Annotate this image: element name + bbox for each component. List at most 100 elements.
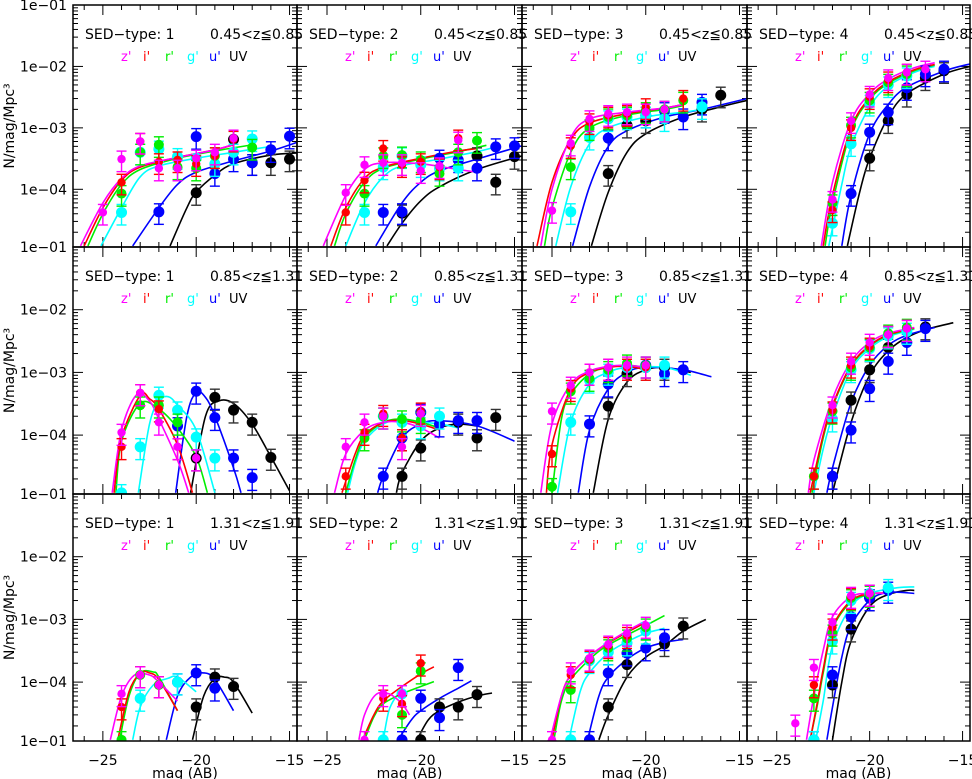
point-z bbox=[585, 368, 594, 377]
point-u bbox=[377, 470, 389, 482]
legend-uv: UV bbox=[678, 292, 697, 307]
band-legend: z' i' r' g' u' UV bbox=[570, 539, 697, 554]
legend-r: r' bbox=[165, 292, 174, 307]
panel-sed-label: SED−type: 2 bbox=[309, 516, 399, 532]
panel-sed3-row2: SED−type: 3 0.85<z≦1.31 z' i' r' g' u' UV bbox=[521, 246, 752, 495]
point-z bbox=[435, 161, 444, 171]
legend-z: z' bbox=[345, 539, 355, 554]
point-u bbox=[246, 472, 258, 484]
point-z bbox=[360, 735, 369, 741]
point-z bbox=[884, 330, 893, 339]
legend-u: u' bbox=[209, 50, 221, 65]
legend-i: i' bbox=[592, 539, 599, 554]
point-r bbox=[247, 142, 258, 153]
x-tick-label: −20 bbox=[631, 753, 661, 769]
panel-sed3-row3: SED−type: 3 1.31<z≦1.91 z' i' r' g' u' UV bbox=[521, 493, 752, 742]
point-u bbox=[602, 132, 614, 144]
data-points bbox=[790, 578, 894, 741]
x-tick-label: −20 bbox=[181, 753, 211, 769]
point-u bbox=[209, 682, 221, 694]
panel-sed1-row3: SED−type: 1 1.31<z≦1.91 z' i' r' g' u' UV bbox=[72, 493, 303, 742]
point-u bbox=[190, 385, 202, 397]
legend-u: u' bbox=[209, 292, 221, 307]
point-z bbox=[117, 689, 126, 699]
panel-sed-label: SED−type: 3 bbox=[534, 27, 624, 43]
band-legend: z' i' r' g' u' UV bbox=[121, 292, 248, 307]
legend-i: i' bbox=[817, 539, 824, 554]
curve-g bbox=[100, 145, 272, 247]
point-u bbox=[228, 452, 240, 464]
panel-sed1-row1: SED−type: 1 0.45<z≦0.85 z' i' r' g' u' UV bbox=[72, 4, 303, 248]
point-g bbox=[172, 676, 184, 688]
point-z bbox=[547, 407, 557, 416]
point-i bbox=[117, 178, 126, 187]
point-z bbox=[192, 154, 201, 163]
data-points bbox=[547, 354, 689, 494]
point-z bbox=[566, 139, 575, 148]
point-z bbox=[379, 412, 388, 421]
y-tick-label: 1e−02 bbox=[20, 303, 67, 319]
panel-sed-label: SED−type: 2 bbox=[309, 27, 399, 43]
y-axis-labels: 1e−011e−021e−031e−041e−01N/mag/Mpc³1e−02… bbox=[2, 0, 67, 750]
curve-u bbox=[375, 145, 522, 247]
point-g bbox=[565, 416, 577, 428]
panel-sed-label: SED−type: 4 bbox=[759, 516, 849, 532]
point-z bbox=[136, 670, 145, 680]
fit-curves bbox=[79, 141, 297, 247]
panel-sed4-row1: SED−type: 4 0.45<z≦0.85 z' i' r' g' u' UV bbox=[746, 4, 972, 248]
legend-uv: UV bbox=[229, 539, 248, 554]
curve-uv bbox=[189, 399, 291, 493]
point-g bbox=[359, 206, 370, 218]
data-points bbox=[547, 616, 689, 741]
x-axis-label: mag (AB) bbox=[602, 766, 668, 779]
x-tick-label: −15 bbox=[275, 753, 305, 769]
legend-z: z' bbox=[570, 292, 580, 307]
legend-r: r' bbox=[165, 50, 174, 65]
point-z bbox=[210, 148, 220, 157]
band-legend: z' i' r' g' u' UV bbox=[795, 50, 922, 65]
panel-zbin-label: 1.31<z≦1.91 bbox=[884, 516, 972, 532]
legend-uv: UV bbox=[229, 292, 248, 307]
curve-u bbox=[577, 366, 712, 493]
fit-curves bbox=[820, 61, 970, 247]
y-tick-label: 1e−03 bbox=[20, 121, 67, 137]
point-z bbox=[846, 591, 856, 600]
legend-i: i' bbox=[367, 539, 374, 554]
point-g bbox=[565, 734, 577, 741]
legend-g: g' bbox=[636, 539, 648, 554]
point-uv bbox=[677, 620, 689, 632]
point-u bbox=[882, 106, 894, 118]
panel-zbin-label: 0.45<z≦0.85 bbox=[884, 27, 972, 43]
panel-zbin-label: 0.85<z≦1.31 bbox=[659, 269, 752, 285]
data-points bbox=[547, 86, 727, 226]
x-axis-labels: −25 −20 −15 mag (AB) −25 −20 −15 mag (AB) −25 −20… bbox=[88, 753, 972, 779]
point-uv bbox=[864, 152, 876, 164]
point-uv bbox=[228, 681, 240, 693]
point-z bbox=[547, 206, 557, 215]
y-tick-label: 1e−01 bbox=[20, 240, 67, 256]
legend-i: i' bbox=[367, 292, 374, 307]
point-g bbox=[565, 206, 577, 218]
legend-uv: UV bbox=[453, 50, 472, 65]
legend-u: u' bbox=[883, 50, 895, 65]
legend-r: r' bbox=[165, 539, 174, 554]
point-z bbox=[173, 442, 182, 452]
point-z bbox=[117, 428, 126, 437]
band-legend: z' i' r' g' u' UV bbox=[345, 539, 472, 554]
point-uv bbox=[490, 176, 502, 188]
curve-r bbox=[824, 64, 935, 247]
legend-z: z' bbox=[345, 50, 355, 65]
y-tick-label: 1e−04 bbox=[20, 675, 67, 691]
point-z bbox=[604, 109, 613, 118]
point-g bbox=[377, 734, 389, 741]
point-z bbox=[641, 621, 650, 630]
point-u bbox=[659, 632, 670, 644]
panel-sed-label: SED−type: 1 bbox=[85, 516, 175, 532]
legend-g: g' bbox=[861, 292, 873, 307]
point-u bbox=[938, 63, 950, 75]
point-u bbox=[882, 355, 894, 367]
point-z bbox=[641, 361, 650, 370]
x-axis-label: mag (AB) bbox=[377, 766, 443, 779]
legend-uv: UV bbox=[903, 50, 922, 65]
point-z bbox=[360, 160, 369, 170]
